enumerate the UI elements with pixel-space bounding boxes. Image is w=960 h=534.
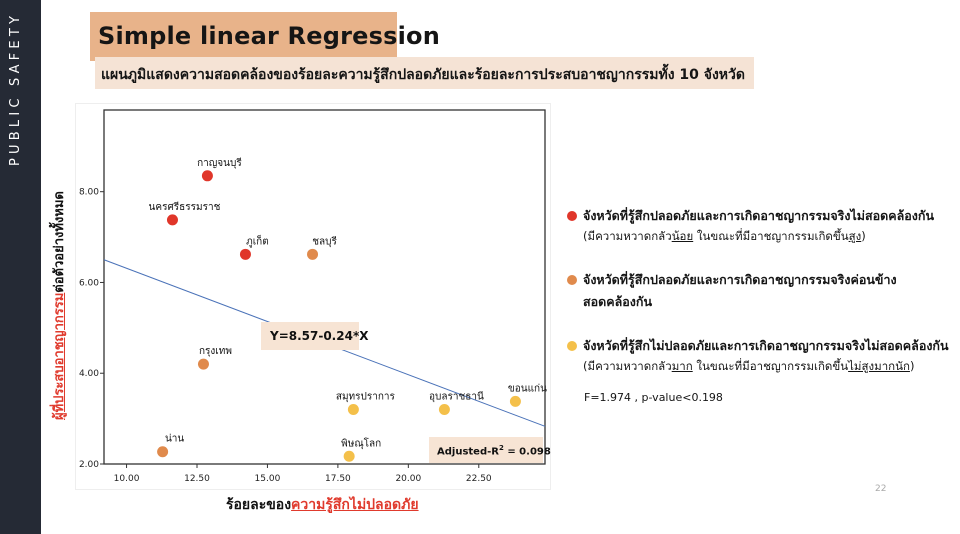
y-tick-label: 6.00 bbox=[79, 278, 99, 288]
point-label: น่าน bbox=[165, 434, 184, 445]
x-axis-label-prefix: ร้อยละของ bbox=[226, 497, 292, 513]
point-label: พิษณุโลก bbox=[341, 436, 381, 449]
point-label: ชลบุรี bbox=[312, 235, 337, 247]
x-tick-label: 22.50 bbox=[466, 474, 492, 484]
regression-stats: F=1.974 , p-value<0.198 bbox=[584, 391, 723, 404]
title-banner: Simple linear Regression bbox=[90, 12, 440, 61]
point-label: ขอนแก่น bbox=[508, 383, 547, 394]
chart-axes: 10.00 12.50 15.00 17.50 20.00 22.50 2.00 4.00 6.… bbox=[79, 188, 492, 484]
data-point: ชลบุรี bbox=[307, 235, 337, 260]
sidebar: PUBLIC SAFETY bbox=[0, 0, 41, 534]
y-axis-label-rest: ต่อตัวอย่างทั้งหมด bbox=[52, 191, 67, 293]
plot-frame bbox=[103, 109, 546, 465]
regression-equation: Y=8.57-0.24*X bbox=[270, 329, 369, 343]
data-point: ขอนแก่น bbox=[508, 383, 547, 407]
adjusted-r2: Adjusted-R2 = 0.098 bbox=[437, 444, 551, 458]
yellow-dot-icon bbox=[567, 341, 577, 351]
data-point: กาญจนบุรี bbox=[197, 157, 242, 182]
data-point: สมุทรปราการ bbox=[336, 392, 396, 416]
point-label: อุบลราชธานี bbox=[429, 391, 484, 403]
legend-yellow-note: (มีความหวาดกลัวมาก ในขณะที่มีอาชญากรรมเก… bbox=[583, 359, 915, 373]
point-label: กรุงเทพ bbox=[199, 346, 232, 357]
x-tick-label: 12.50 bbox=[184, 474, 210, 484]
y-axis-label-highlight: ผู้ที่ประสบอาชญากรรม bbox=[52, 292, 67, 420]
data-point: กรุงเทพ bbox=[197, 346, 232, 370]
subtitle-banner: แผนภูมิแสดงความสอดคล้องของร้อยละความรู้ส… bbox=[95, 57, 754, 89]
x-axis-label: ร้อยละของความรู้สึกไม่ปลอดภัย bbox=[226, 494, 419, 516]
page-title: Simple linear Regression bbox=[98, 22, 440, 50]
point-label: สมุทรปราการ bbox=[336, 392, 396, 403]
adjusted-r2-box: Adjusted-R2 = 0.098 bbox=[429, 437, 551, 463]
x-tick-label: 15.00 bbox=[255, 474, 281, 484]
page-number: 22 bbox=[875, 484, 887, 494]
page-subtitle: แผนภูมิแสดงความสอดคล้องของร้อยละความรู้ส… bbox=[101, 67, 745, 83]
orange-dot-icon bbox=[567, 275, 577, 285]
y-tick-label: 4.00 bbox=[79, 369, 99, 379]
x-tick-label: 20.00 bbox=[395, 474, 421, 484]
y-tick-label: 2.00 bbox=[79, 460, 99, 470]
y-axis-label: ผู้ที่ประสบอาชญากรรมต่อตัวอย่างทั้งหมด bbox=[48, 191, 69, 420]
data-point: น่าน bbox=[157, 434, 184, 458]
legend-red-note: (มีความหวาดกลัวน้อย ในขณะที่มีอาชญากรรมเ… bbox=[583, 229, 866, 243]
x-tick-label: 10.00 bbox=[114, 474, 140, 484]
red-dot-icon bbox=[567, 211, 577, 221]
data-point: นครศรีธรรมราช bbox=[149, 201, 221, 226]
data-point: ภูเก็ต bbox=[239, 233, 269, 260]
point-label: กาญจนบุรี bbox=[197, 157, 242, 169]
point-label: ภูเก็ต bbox=[246, 233, 269, 247]
x-axis-label-highlight: ความรู้สึกไม่ปลอดภัย bbox=[291, 497, 419, 513]
regression-equation-box: Y=8.57-0.24*X bbox=[261, 322, 368, 350]
data-point: อุบลราชธานี bbox=[429, 391, 484, 416]
point-label: นครศรีธรรมราช bbox=[149, 201, 221, 213]
data-point: พิษณุโลก bbox=[341, 436, 381, 462]
y-tick-label: 8.00 bbox=[79, 188, 99, 198]
x-tick-label: 17.50 bbox=[325, 474, 351, 484]
